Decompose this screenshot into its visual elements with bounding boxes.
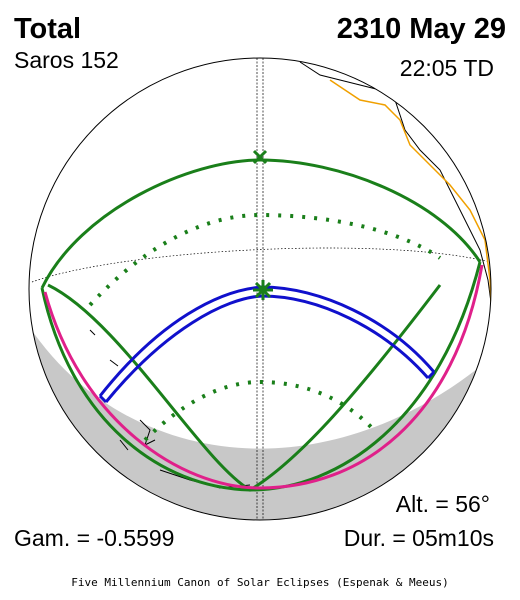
gamma: Gam. = -0.5599 [14, 525, 174, 551]
credit: Five Millennium Canon of Solar Eclipses … [71, 576, 449, 589]
altitude: Alt. = 56° [396, 491, 490, 517]
time: 22:05 TD [400, 55, 494, 81]
duration: Dur. = 05m10s [344, 525, 494, 551]
saros: Saros 152 [14, 47, 119, 73]
date: 2310 May 29 [337, 13, 506, 45]
eclipse-paths [40, 149, 484, 492]
eclipse-type: Total [14, 13, 81, 45]
